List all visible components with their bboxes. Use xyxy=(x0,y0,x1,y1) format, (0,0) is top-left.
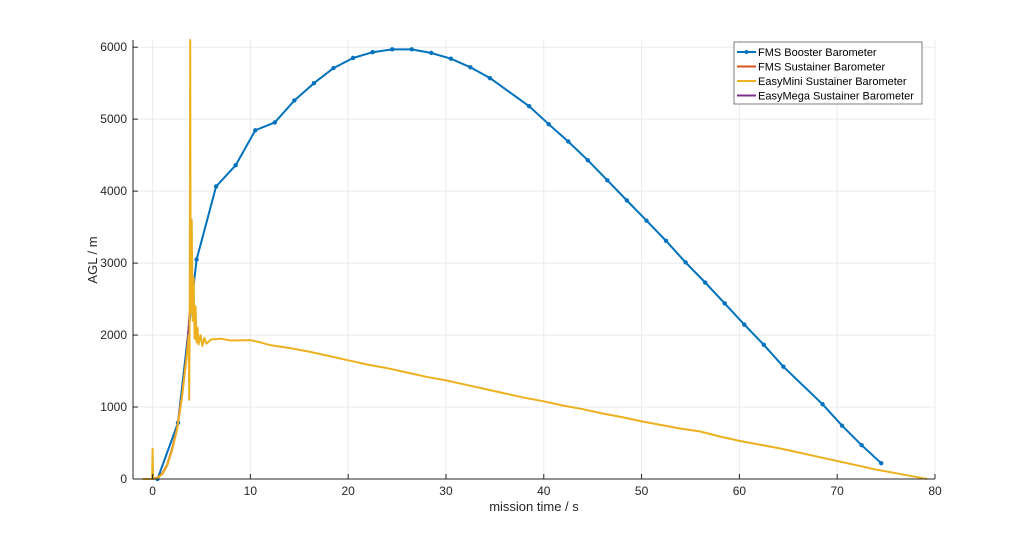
y-tick-label: 1000 xyxy=(100,400,127,414)
data-point xyxy=(448,56,454,61)
legend: FMS Booster Barometer FMS Sustainer Barom… xyxy=(733,41,923,105)
data-point xyxy=(213,184,219,189)
data-point xyxy=(644,218,649,223)
x-tick-label: 50 xyxy=(635,484,649,498)
x-tick-label: 10 xyxy=(244,484,258,498)
series-line-easymini-sustainer-barometer xyxy=(142,39,928,480)
data-point xyxy=(292,98,297,103)
x-tick-label: 0 xyxy=(149,484,156,498)
y-axis-label: AGL / m xyxy=(85,236,100,283)
data-point xyxy=(566,139,571,144)
data-point xyxy=(722,301,727,306)
y-tick-label: 0 xyxy=(120,472,127,486)
data-point xyxy=(585,157,590,163)
data-point xyxy=(370,50,375,55)
y-tick-label: 2000 xyxy=(100,328,127,342)
x-tick-label: 30 xyxy=(439,484,453,498)
data-point xyxy=(761,342,767,347)
series-group xyxy=(142,39,928,482)
legend-entry: FMS Sustainer Barometer xyxy=(758,62,885,74)
y-tick-label: 5000 xyxy=(100,112,127,126)
data-point xyxy=(526,104,532,109)
x-tick-label: 60 xyxy=(733,484,747,498)
data-point xyxy=(879,460,884,466)
x-axis-label: mission time / s xyxy=(489,499,579,514)
data-point xyxy=(781,364,786,369)
data-point xyxy=(624,198,630,203)
data-point xyxy=(605,178,610,183)
data-point xyxy=(350,55,356,61)
data-point xyxy=(409,47,414,52)
data-point xyxy=(859,442,864,448)
x-tick-label: 80 xyxy=(928,484,942,498)
data-point xyxy=(429,50,434,56)
plot-area xyxy=(133,40,935,479)
y-tick-label: 6000 xyxy=(100,40,127,54)
legend-entry: FMS Booster Barometer xyxy=(758,47,877,59)
axes: 0 10 20 30 40 50 60 70 80 0 1000 2000 3000 4000 5000 60… xyxy=(100,40,942,498)
x-tick-label: 40 xyxy=(537,484,551,498)
data-point xyxy=(820,401,825,407)
data-point xyxy=(272,120,278,125)
data-point xyxy=(702,280,708,285)
data-point xyxy=(546,122,551,127)
legend-marker xyxy=(744,50,749,54)
data-point xyxy=(487,75,493,81)
y-tick-label: 3000 xyxy=(100,256,127,270)
x-tick-label: 70 xyxy=(831,484,845,498)
legend-entry: EasyMini Sustainer Barometer xyxy=(758,76,907,88)
data-point xyxy=(839,423,845,428)
data-point xyxy=(389,47,395,52)
legend-box xyxy=(733,41,923,105)
data-point xyxy=(468,65,473,70)
data-point xyxy=(233,163,238,168)
series-line-fms-booster-barometer xyxy=(156,48,882,480)
y-tick-label: 4000 xyxy=(100,184,127,198)
data-point xyxy=(742,322,747,327)
data-point xyxy=(663,238,669,243)
x-tick-label: 20 xyxy=(341,484,355,498)
legend-entry: EasyMega Sustainer Barometer xyxy=(758,91,914,103)
data-point xyxy=(331,65,336,71)
data-point xyxy=(683,260,688,265)
data-point xyxy=(311,80,317,86)
data-point xyxy=(253,128,258,133)
data-point xyxy=(194,257,199,262)
